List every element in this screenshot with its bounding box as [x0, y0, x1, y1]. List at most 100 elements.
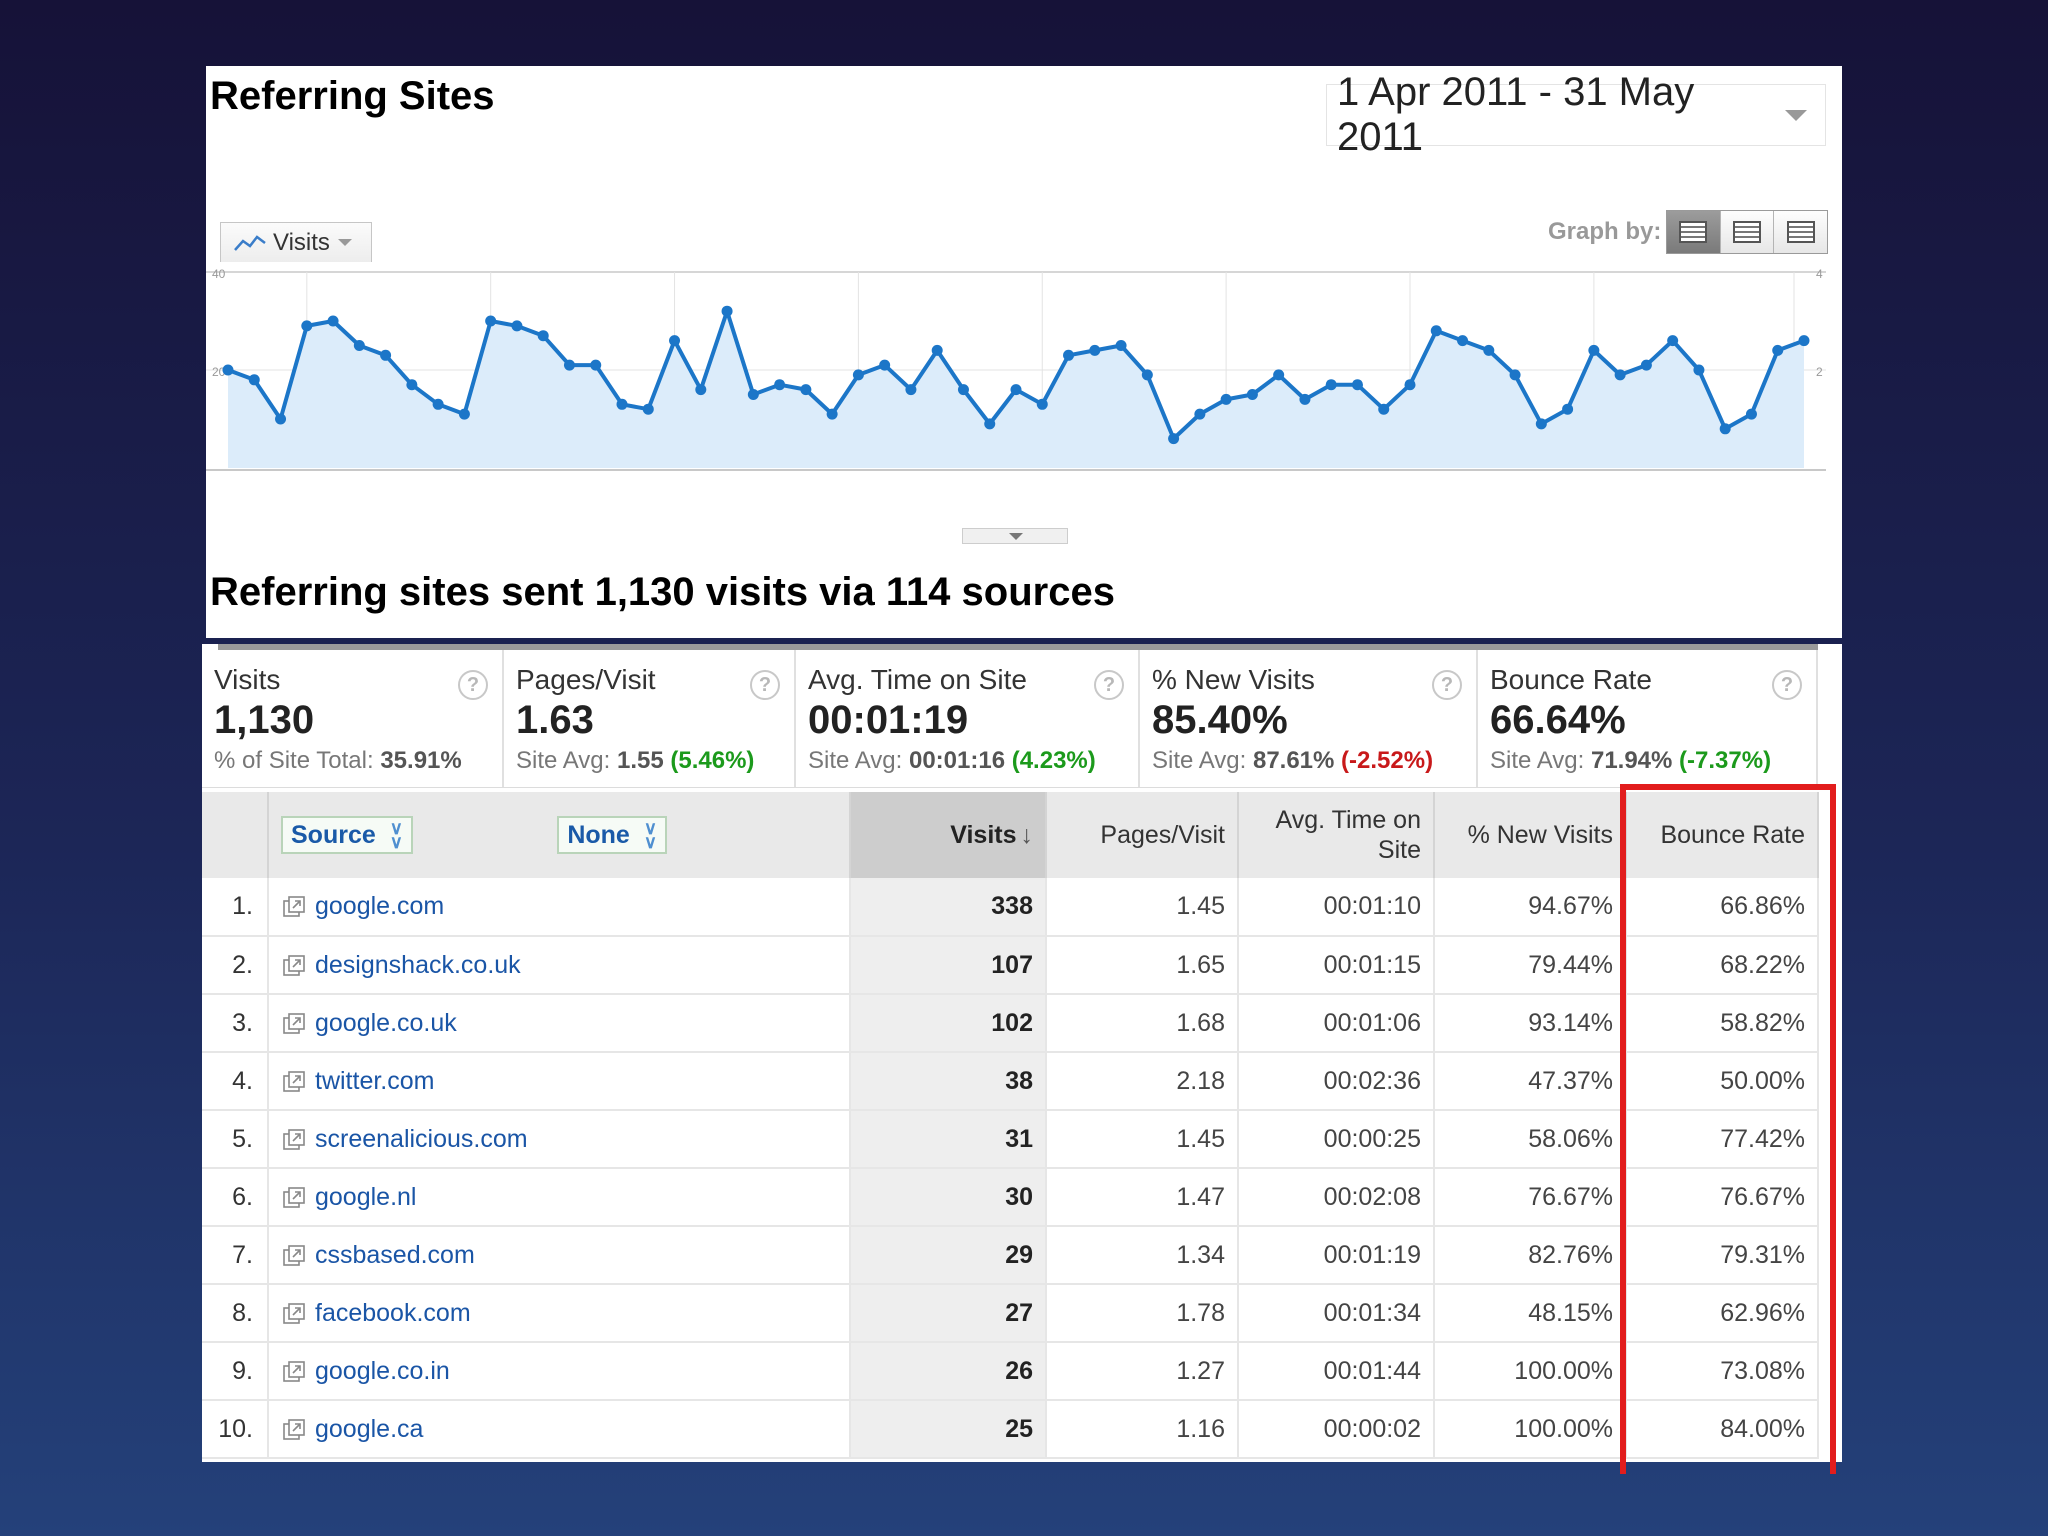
table-row[interactable]: 1. google.com 338 1.45 00:01:10 94.67% 66.86% [202, 878, 1819, 937]
pages-visit-cell: 1.68 [1046, 994, 1239, 1053]
visits-cell: 102 [850, 994, 1047, 1053]
scorecard-value: 66.64% [1490, 698, 1626, 742]
data-point [879, 359, 891, 371]
rank-header [202, 792, 269, 878]
help-icon[interactable]: ? [1432, 670, 1462, 700]
help-icon[interactable]: ? [458, 670, 488, 700]
help-icon[interactable]: ? [1772, 670, 1802, 700]
external-link-icon[interactable] [283, 1128, 305, 1151]
metric-selector-tab[interactable]: Visits [220, 222, 372, 262]
secondary-dimension-label: None [567, 821, 630, 849]
new-visits-cell: 48.15% [1434, 1284, 1627, 1343]
scorecard-avg-time[interactable]: Avg. Time on Site 00:01:19 Site Avg: 00:… [796, 650, 1140, 787]
source-link[interactable]: cssbased.com [315, 1240, 475, 1269]
scorecard-sub-value: 1.55 [616, 747, 664, 774]
primary-dimension-select[interactable]: Source ∨ ∨ [281, 816, 413, 854]
tab-strip [218, 644, 1818, 650]
new-visits-cell: 58.06% [1434, 1110, 1627, 1169]
data-point [301, 320, 313, 332]
scorecard-sub-value: 71.94% [1590, 747, 1673, 774]
line-chart-icon [234, 234, 266, 251]
source-link[interactable]: designshack.co.uk [315, 950, 521, 979]
external-link-icon[interactable] [283, 1186, 305, 1209]
source-cell: google.co.in [268, 1342, 851, 1401]
new-visits-cell: 79.44% [1434, 936, 1627, 995]
graph-by-week-button[interactable] [1720, 211, 1775, 253]
source-link[interactable]: google.co.in [315, 1356, 450, 1385]
data-point [1430, 325, 1442, 337]
new-visits-cell: 94.67% [1434, 878, 1627, 937]
avg-time-cell: 00:01:15 [1238, 936, 1435, 995]
source-link[interactable]: google.com [315, 892, 445, 920]
pages-visit-column-header[interactable]: Pages/Visit [1046, 792, 1239, 878]
avg-time-column-header[interactable]: Avg. Time on Site [1238, 792, 1435, 878]
scorecard-new-visits[interactable]: % New Visits 85.40% Site Avg: 87.61% (-2… [1140, 650, 1478, 787]
data-point [1719, 423, 1731, 435]
scorecard-delta: (-2.52%) [1341, 747, 1434, 774]
source-link[interactable]: twitter.com [315, 1066, 435, 1095]
data-point [1614, 369, 1626, 381]
avg-time-cell: 00:01:34 [1238, 1284, 1435, 1343]
scorecard-title: % New Visits [1152, 664, 1315, 695]
avg-time-cell: 00:01:10 [1238, 878, 1435, 937]
external-link-icon[interactable] [283, 1070, 305, 1093]
table-row[interactable]: 5. screenalicious.com 31 1.45 00:00:25 58.06%… [202, 1110, 1819, 1169]
external-link-icon[interactable] [283, 1360, 305, 1383]
secondary-dimension-select[interactable]: None ∨ ∨ [557, 816, 667, 854]
data-point [1115, 340, 1127, 351]
help-icon[interactable]: ? [1094, 670, 1124, 700]
data-point [458, 408, 470, 420]
scorecard-bounce-rate[interactable]: Bounce Rate 66.64% Site Avg: 71.94% (-7.… [1478, 650, 1818, 787]
data-point [774, 379, 786, 391]
data-point [1640, 359, 1652, 371]
bounce-rate-cell: 77.42% [1626, 1110, 1819, 1169]
table-row[interactable]: 10. google.ca 25 1.16 00:00:02 100.00% 84.00% [202, 1400, 1819, 1459]
source-cell: cssbased.com [268, 1226, 851, 1285]
pages-visit-cell: 1.16 [1046, 1400, 1239, 1459]
source-cell: twitter.com [268, 1052, 851, 1111]
table-row[interactable]: 2. designshack.co.uk 107 1.65 00:01:15 79.44%… [202, 936, 1819, 995]
table-row[interactable]: 6. google.nl 30 1.47 00:02:08 76.67% 76.67% [202, 1168, 1819, 1227]
table-row[interactable]: 3. google.co.uk 102 1.68 00:01:06 93.14% 58.82… [202, 994, 1819, 1053]
data-point [563, 359, 575, 371]
scorecard-sub-label: Site Avg: [1152, 747, 1247, 774]
source-link[interactable]: google.co.uk [315, 1008, 457, 1037]
scorecard-sub-label: % of Site Total: [214, 747, 374, 774]
table-row[interactable]: 8. facebook.com 27 1.78 00:01:34 48.15% 62.96% [202, 1284, 1819, 1343]
bounce-rate-column-header[interactable]: Bounce Rate [1626, 792, 1819, 878]
data-point [1325, 379, 1337, 391]
graph-by-day-button[interactable] [1667, 211, 1721, 253]
scorecard-value: 85.40% [1152, 698, 1288, 742]
new-visits-column-header[interactable]: % New Visits [1434, 792, 1627, 878]
row-rank: 6. [202, 1168, 269, 1227]
visits-column-header[interactable]: Visits ↓ [850, 792, 1047, 878]
external-link-icon[interactable] [283, 896, 305, 918]
external-link-icon[interactable] [283, 1244, 305, 1267]
chart-resize-handle[interactable] [962, 528, 1068, 544]
chevron-down-icon [1785, 109, 1807, 121]
table-row[interactable]: 9. google.co.in 26 1.27 00:01:44 100.00% 73.08… [202, 1342, 1819, 1401]
external-link-icon[interactable] [283, 1012, 305, 1035]
bounce-rate-cell: 50.00% [1626, 1052, 1819, 1111]
scorecard-pages-visit[interactable]: Pages/Visit 1.63 Site Avg: 1.55 (5.46%) … [504, 650, 796, 787]
source-link[interactable]: screenalicious.com [315, 1124, 528, 1153]
data-point [721, 305, 733, 317]
source-link[interactable]: google.nl [315, 1182, 417, 1211]
source-link[interactable]: facebook.com [315, 1298, 471, 1327]
table-row[interactable]: 4. twitter.com 38 2.18 00:02:36 47.37% 50.00% [202, 1052, 1819, 1111]
help-icon[interactable]: ? [750, 670, 780, 700]
external-link-icon[interactable] [283, 954, 305, 977]
row-rank: 10. [202, 1400, 269, 1459]
external-link-icon[interactable] [283, 1418, 305, 1441]
data-point [1194, 408, 1206, 420]
external-link-icon[interactable] [283, 1302, 305, 1325]
source-link[interactable]: google.ca [315, 1414, 424, 1443]
visits-cell: 30 [850, 1168, 1047, 1227]
pages-visit-cell: 1.27 [1046, 1342, 1239, 1401]
table-row[interactable]: 7. cssbased.com 29 1.34 00:01:19 82.76% 79.31% [202, 1226, 1819, 1285]
scorecard-visits[interactable]: Visits 1,130 % of Site Total: 35.91% ? [202, 650, 504, 787]
graph-by-month-button[interactable] [1774, 211, 1828, 253]
scorecard-subtext: Site Avg: 00:01:16 (4.23%) [808, 747, 1138, 775]
date-range-picker[interactable]: 1 Apr 2011 - 31 May 2011 [1326, 70, 1826, 159]
data-point [984, 418, 996, 430]
